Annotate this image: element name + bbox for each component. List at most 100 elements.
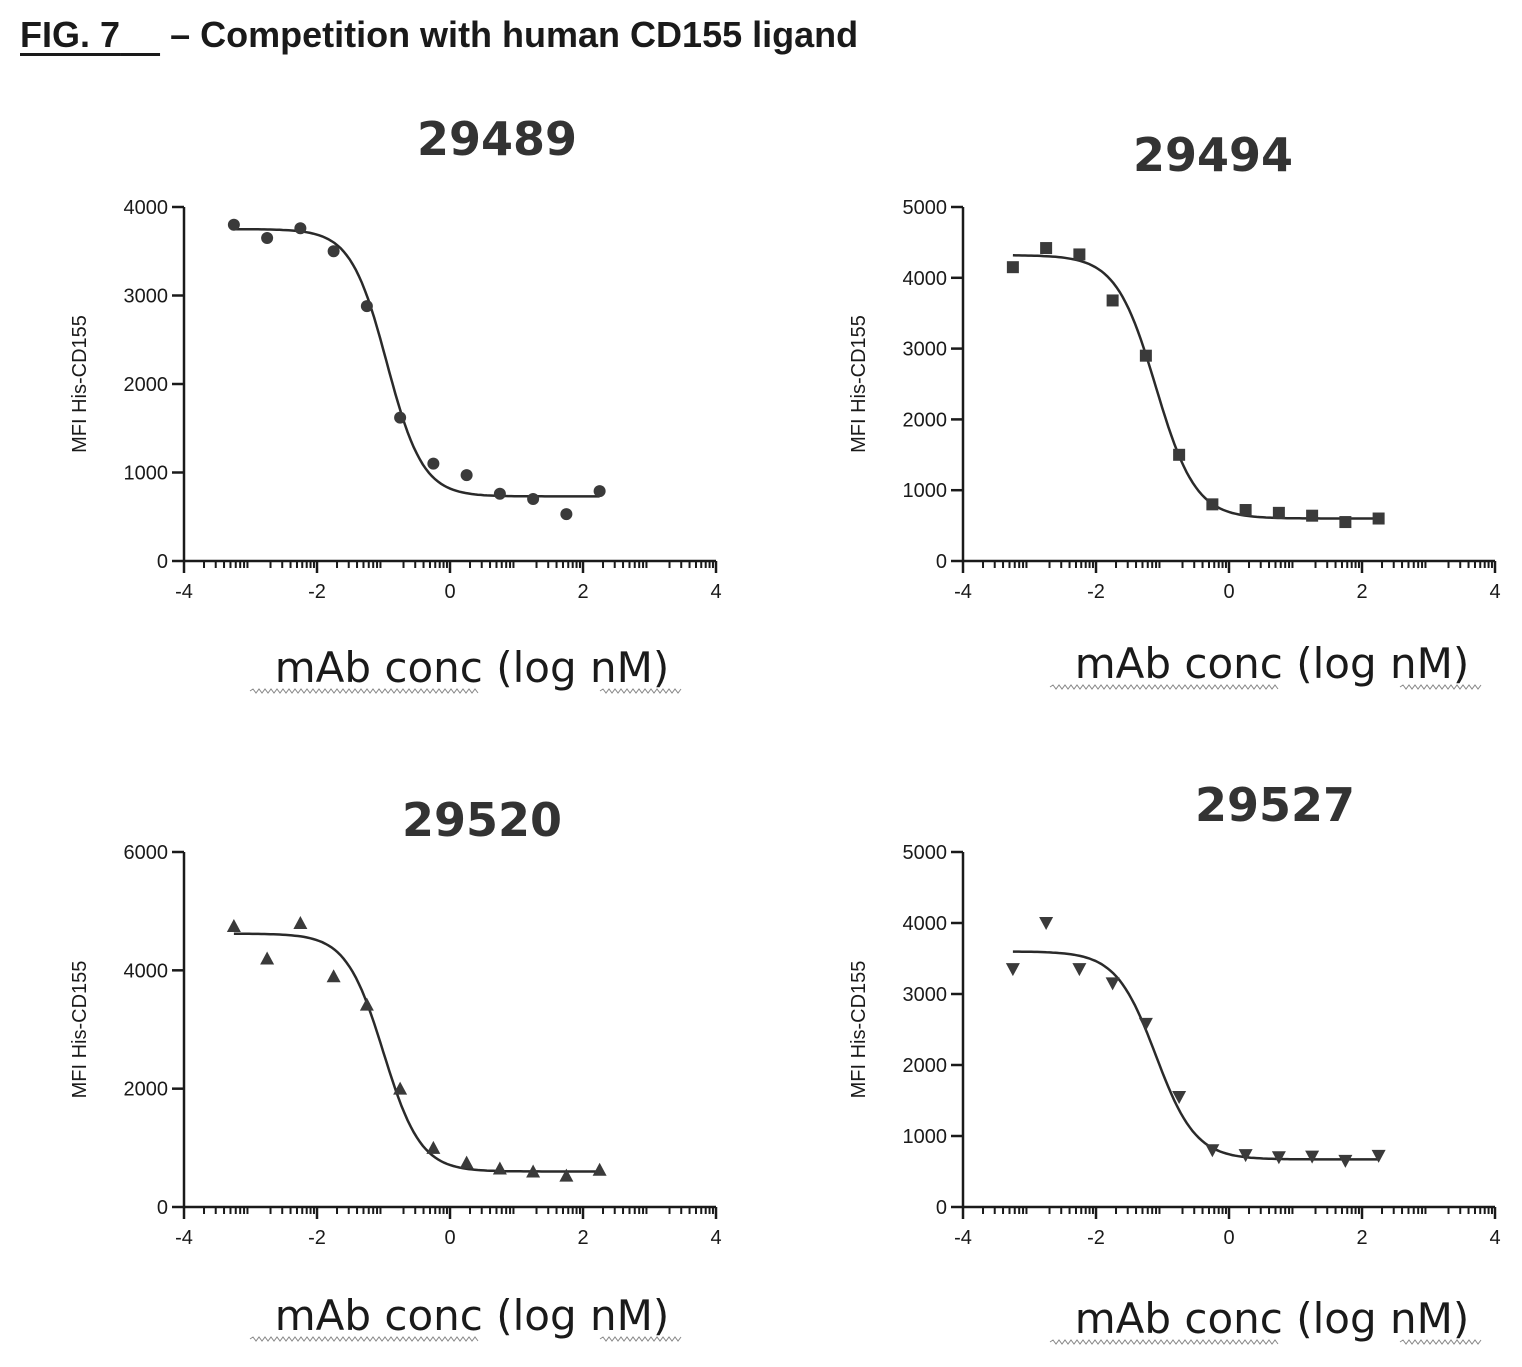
data-point (1072, 963, 1087, 977)
data-point (1173, 448, 1186, 461)
fit-curve (1012, 950, 1379, 1161)
spellcheck-underline (1049, 684, 1279, 690)
y-tick-label: 5000 (903, 842, 948, 864)
data-point (1105, 977, 1120, 991)
y-tick-label: 2000 (903, 1055, 948, 1077)
y-tick-label: 2000 (124, 374, 169, 396)
data-point (393, 1081, 408, 1095)
y-tick-label: 0 (936, 551, 947, 573)
y-axis-label: MFI His-CD155 (69, 315, 91, 453)
fit-curve (233, 227, 600, 498)
chart-panel-29527: 29527 0 1000 2000 3000 4000 5000 -4 -2 0 2 4 MFI His… (848, 778, 1501, 1345)
x-tick-label: 4 (710, 1227, 721, 1249)
data-point (527, 493, 540, 506)
data-point (1238, 1149, 1253, 1163)
x-tick-label: 2 (1356, 581, 1367, 603)
spellcheck-underline (599, 1336, 682, 1342)
data-point (394, 411, 407, 424)
data-point (1039, 917, 1054, 930)
data-point (526, 1164, 541, 1178)
spellcheck-underline (599, 688, 682, 694)
spellcheck-underline (249, 1336, 479, 1342)
y-tick-label: 4000 (903, 268, 948, 290)
x-tick-label: 0 (444, 581, 455, 603)
fit-curve (233, 932, 600, 1173)
y-tick-label: 2000 (124, 1079, 169, 1101)
y-tick-label: 6000 (124, 842, 169, 864)
data-point (559, 1168, 574, 1182)
x-tick-label: 0 (444, 1227, 455, 1249)
y-tick-label: 4000 (124, 197, 169, 219)
y-axis-label: MFI His-CD155 (69, 961, 91, 1099)
data-point (1138, 1017, 1153, 1031)
data-point (426, 1140, 441, 1154)
data-point (1206, 498, 1219, 511)
y-tick-label: 4000 (124, 960, 169, 982)
data-point (1073, 248, 1086, 261)
x-tick-label: -2 (1087, 581, 1105, 603)
y-tick-label: 5000 (903, 197, 948, 219)
y-tick-label: 0 (157, 551, 168, 573)
chart-panel-29489: 29489 0 1000 2000 3000 4000 -4 -2 0 2 4 MFI His-CD1… (69, 112, 722, 694)
data-point (1306, 509, 1319, 522)
data-point (1005, 963, 1020, 977)
spellcheck-underline (1049, 1339, 1279, 1345)
spellcheck-underline (1399, 684, 1482, 690)
y-tick-label: 1000 (903, 1126, 948, 1148)
x-tick-label: 0 (1223, 581, 1234, 603)
y-tick-label: 3000 (903, 984, 948, 1006)
y-tick-label: 3000 (903, 339, 948, 361)
figure-header: FIG. 7 – Competition with human CD155 li… (20, 14, 858, 56)
y-tick-label: 0 (157, 1197, 168, 1219)
data-point (1006, 261, 1019, 274)
y-tick-label: 1000 (903, 480, 948, 502)
data-point (560, 508, 573, 521)
x-tick-label: -4 (954, 1227, 972, 1249)
x-tick-label: 4 (1489, 1227, 1500, 1249)
y-axis-label: MFI His-CD155 (848, 961, 870, 1099)
y-axis-label: MFI His-CD155 (848, 315, 870, 453)
spellcheck-underline (1399, 1339, 1482, 1345)
data-point (1205, 1144, 1220, 1158)
x-axis-label: mAb conc (log nM) (275, 1291, 670, 1340)
x-tick-label: 4 (710, 581, 721, 603)
data-point (359, 997, 374, 1011)
panel-title: 29489 (417, 112, 577, 166)
x-axis-label: mAb conc (log nM) (1075, 639, 1470, 688)
x-tick-label: 0 (1223, 1227, 1234, 1249)
data-point (1040, 242, 1053, 255)
y-tick-label: 0 (936, 1197, 947, 1219)
data-point (326, 969, 341, 983)
x-tick-label: 2 (1356, 1227, 1367, 1249)
panel-title: 29520 (402, 793, 562, 847)
spellcheck-underline (249, 688, 479, 694)
figure-label: FIG. 7 (20, 14, 121, 55)
x-tick-label: -2 (308, 581, 326, 603)
data-point (1372, 512, 1385, 525)
data-point (360, 300, 373, 313)
x-tick-label: -4 (954, 581, 972, 603)
data-point (1305, 1150, 1320, 1164)
fit-curve (1012, 254, 1379, 520)
chart-panel-29520: 29520 0 2000 4000 6000 -4 -2 0 2 4 MFI His-CD155 mA… (69, 793, 722, 1342)
data-point (294, 222, 307, 235)
data-point (227, 218, 240, 231)
panel-title: 29527 (1195, 778, 1355, 832)
data-point (260, 951, 275, 965)
data-point (293, 916, 308, 929)
data-point (1272, 506, 1285, 519)
data-point (427, 457, 440, 470)
data-point (226, 918, 241, 932)
data-point (1239, 504, 1252, 517)
data-point (1139, 349, 1152, 362)
x-tick-label: -2 (1087, 1227, 1105, 1249)
y-tick-label: 1000 (124, 463, 169, 485)
data-point (1271, 1151, 1286, 1165)
data-point (593, 485, 606, 498)
data-point (1338, 1154, 1353, 1168)
y-tick-label: 3000 (124, 286, 169, 308)
chart-panel-29494: 29494 0 1000 2000 3000 4000 5000 -4 -2 0 2 4 MFI His… (848, 128, 1501, 690)
x-tick-label: 4 (1489, 581, 1500, 603)
panel-title: 29494 (1133, 128, 1293, 182)
